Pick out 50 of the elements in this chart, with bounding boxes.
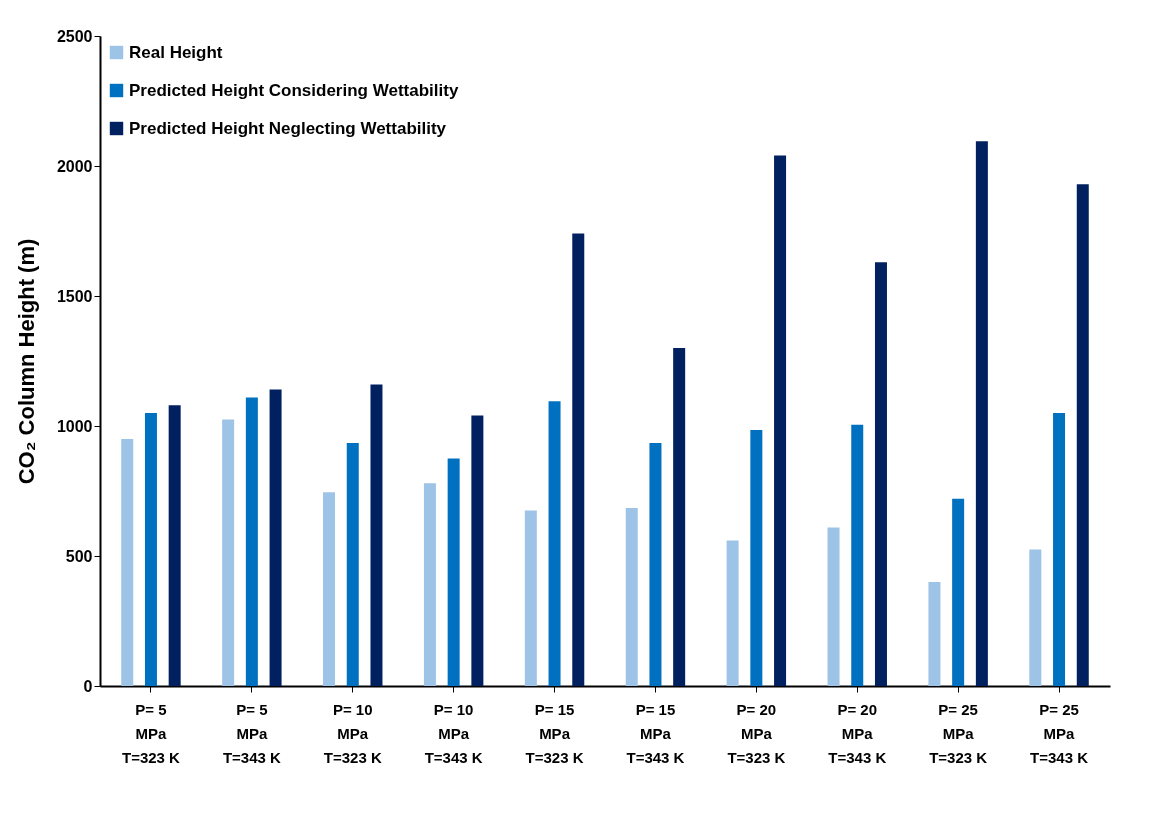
- legend-label: Real Height: [129, 42, 223, 62]
- y-tick-label: 500: [65, 547, 93, 565]
- x-tick-label: P= 20 MPa T=323 K: [727, 700, 786, 766]
- bar: [572, 233, 585, 686]
- bar: [423, 483, 436, 686]
- bar: [1076, 184, 1089, 686]
- bar: [269, 389, 282, 686]
- bar: [471, 415, 484, 686]
- bar: [144, 413, 157, 686]
- bar: [168, 405, 181, 686]
- x-tick-label: P= 15 MPa T=323 K: [525, 700, 584, 766]
- bar: [245, 397, 258, 686]
- bar: [649, 442, 662, 686]
- bar: [222, 419, 235, 686]
- x-tick-label: P= 15 MPa T=343 K: [626, 700, 685, 766]
- bar: [673, 348, 686, 686]
- bar: [928, 582, 941, 686]
- bar: [851, 424, 864, 686]
- y-tick-label: 1500: [56, 287, 93, 305]
- y-tick-label: 2000: [56, 157, 93, 175]
- x-tick-label: P= 20 MPa T=343 K: [828, 700, 887, 766]
- x-tick-label: P= 25 MPa T=343 K: [1030, 700, 1089, 766]
- bar: [750, 429, 763, 686]
- x-tick-label: P= 25 MPa T=323 K: [929, 700, 988, 766]
- bar: [952, 498, 965, 686]
- y-axis-title: CO₂ Column Height (m): [13, 238, 39, 485]
- y-tick-label: 1000: [56, 417, 93, 435]
- bar: [1029, 549, 1042, 686]
- bar: [447, 458, 460, 686]
- bar: [524, 510, 537, 686]
- bar: [774, 155, 787, 686]
- bar: [121, 439, 134, 686]
- bar: [975, 141, 988, 686]
- x-tick-label: P= 10 MPa T=323 K: [323, 700, 382, 766]
- y-tick-label: 0: [83, 677, 93, 695]
- x-tick-label: P= 10 MPa T=343 K: [424, 700, 483, 766]
- x-tick-label: P= 5 MPa T=343 K: [222, 700, 281, 766]
- bar: [548, 401, 561, 686]
- legend-label: Predicted Height Neglecting Wettability: [129, 118, 447, 138]
- x-tick-label: P= 5 MPa T=323 K: [121, 700, 181, 766]
- bar: [1053, 413, 1066, 686]
- bar: [874, 262, 887, 686]
- bar: [346, 442, 359, 686]
- bar: [323, 492, 336, 686]
- y-tick-label: 2500: [56, 27, 93, 45]
- bar: [827, 527, 840, 686]
- bar: [370, 384, 383, 686]
- bar: [726, 540, 739, 686]
- bar: [625, 507, 638, 686]
- legend-label: Predicted Height Considering Wettability: [129, 80, 459, 100]
